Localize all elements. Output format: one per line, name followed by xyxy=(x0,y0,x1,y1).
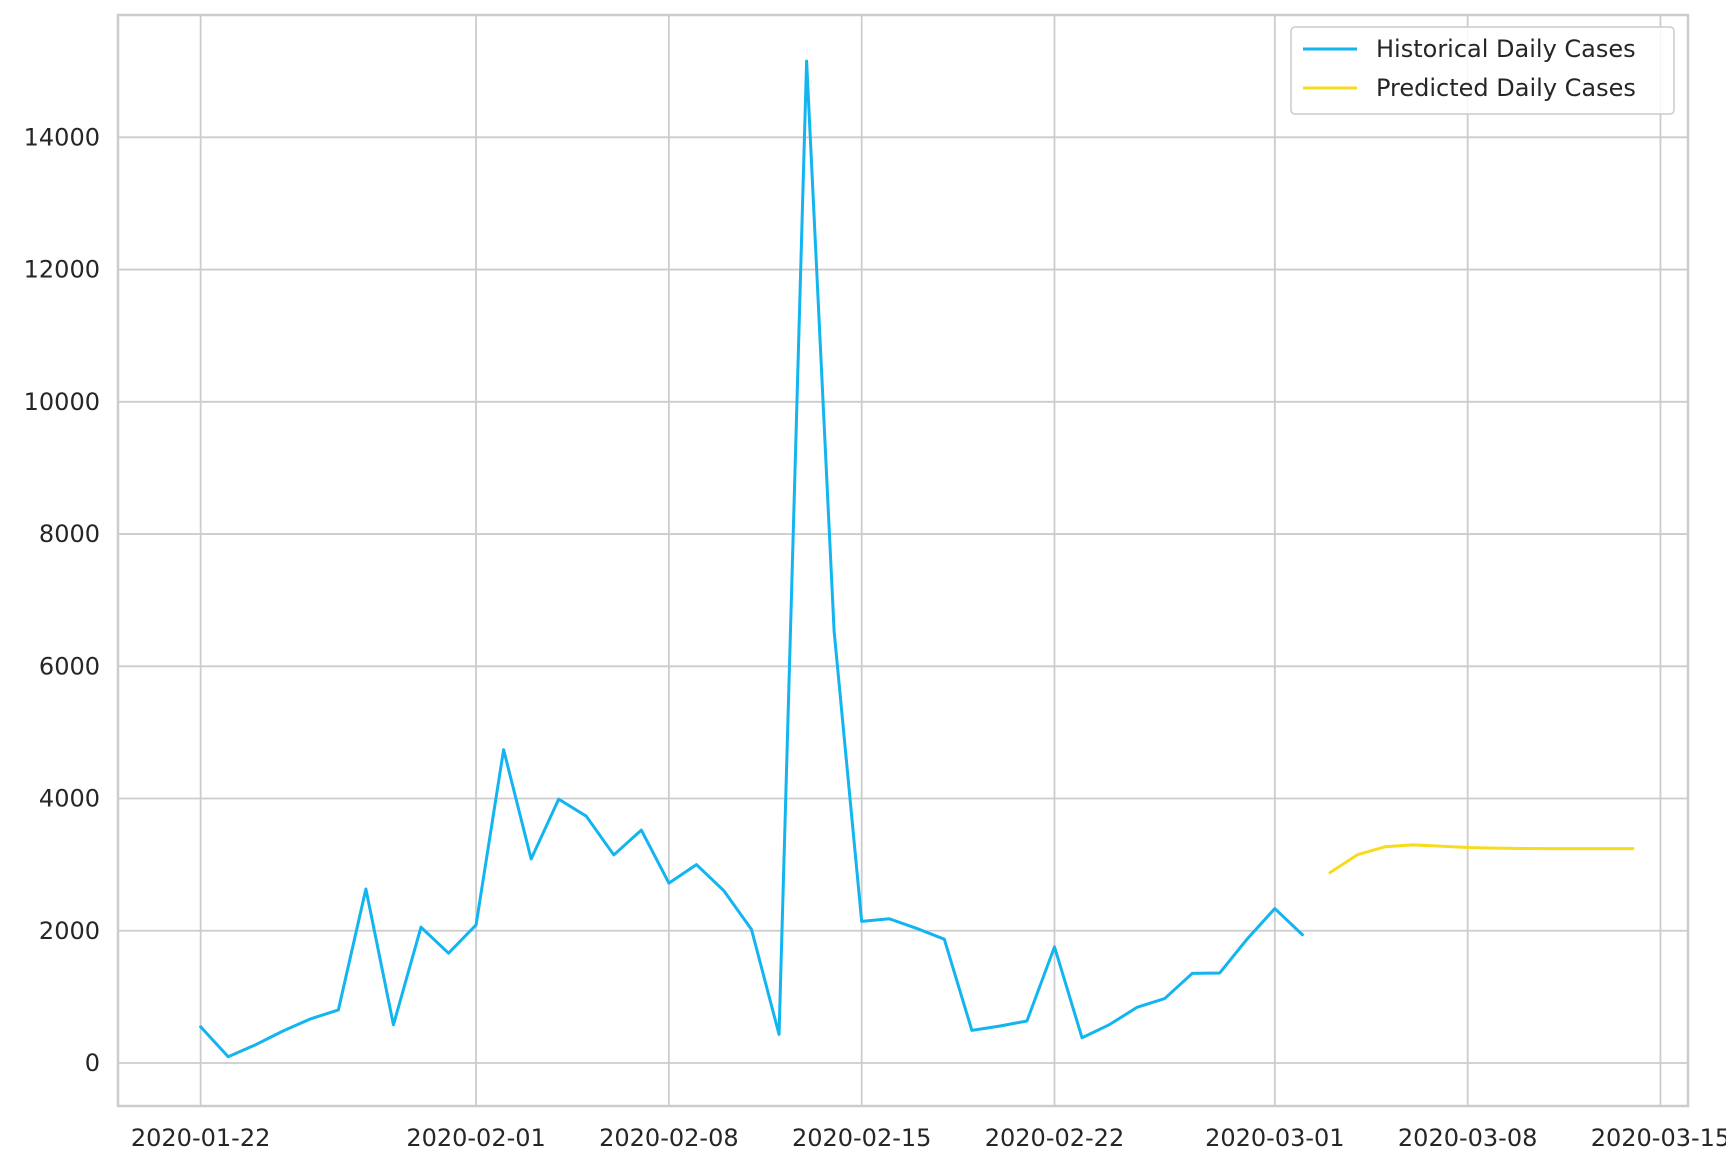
legend: Historical Daily Cases Predicted Daily C… xyxy=(1290,26,1675,115)
x-tick-label: 2020-03-01 xyxy=(1205,1124,1344,1152)
series-1 xyxy=(1328,843,1635,875)
legend-label-predicted: Predicted Daily Cases xyxy=(1376,74,1636,102)
legend-label-historical: Historical Daily Cases xyxy=(1376,35,1636,63)
y-tick-label: 8000 xyxy=(39,520,100,548)
x-tick-label: 2020-01-22 xyxy=(131,1124,270,1152)
y-tick-label: 10000 xyxy=(24,388,100,416)
x-tick-label: 2020-02-22 xyxy=(985,1124,1124,1152)
legend-box xyxy=(1290,26,1675,115)
series-line xyxy=(199,59,1304,1059)
y-tick-label: 6000 xyxy=(39,652,100,680)
series-lines xyxy=(199,59,1635,1059)
x-tick-label: 2020-03-08 xyxy=(1398,1124,1537,1152)
y-tick-label: 12000 xyxy=(24,256,100,284)
series-line xyxy=(1328,843,1635,875)
x-tick-label: 2020-02-08 xyxy=(599,1124,738,1152)
series-0 xyxy=(199,59,1304,1059)
y-tick-label: 14000 xyxy=(24,123,100,151)
y-tick-label: 0 xyxy=(85,1049,100,1077)
x-axis-ticks: 2020-01-22 2020-02-01 2020-02-08 2020-02-15… xyxy=(131,1124,1726,1152)
y-tick-label: 2000 xyxy=(39,917,100,945)
gridlines xyxy=(118,15,1688,1106)
y-axis-ticks: 0 2000 4000 6000 8000 10000 12000 14000 xyxy=(24,123,100,1077)
x-tick-label: 2020-03-15 xyxy=(1591,1124,1726,1152)
x-tick-label: 2020-02-01 xyxy=(406,1124,545,1152)
y-tick-label: 4000 xyxy=(39,785,100,813)
plot-frame xyxy=(116,13,1690,1108)
x-tick-label: 2020-02-15 xyxy=(792,1124,931,1152)
